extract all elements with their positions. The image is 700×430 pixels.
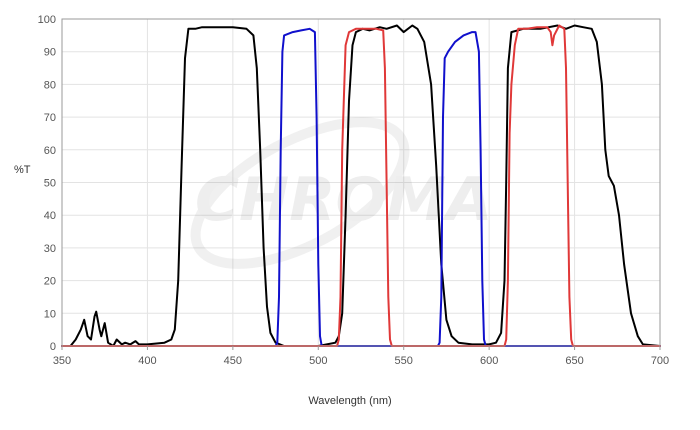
y-tick-label: 80: [44, 79, 56, 91]
x-tick-label: 700: [651, 355, 669, 367]
x-tick-labels: 350 400 450 500 550 600 650 700: [53, 346, 669, 367]
y-tick-label: 90: [44, 47, 56, 59]
svg-text:CHROMA: CHROMA: [195, 165, 493, 235]
y-tick-label: 20: [44, 276, 56, 288]
y-tick-label: 70: [44, 112, 56, 124]
y-tick-label: 40: [44, 210, 56, 222]
y-tick-label: 50: [44, 178, 56, 190]
y-tick-label: 30: [44, 243, 56, 255]
y-tick-label: 60: [44, 145, 56, 157]
y-tick-label: 100: [38, 14, 56, 26]
y-axis-label: %T: [14, 164, 31, 176]
plot-frame: [61, 18, 661, 347]
x-tick-label: 550: [395, 355, 413, 367]
x-tick-label: 400: [138, 355, 156, 367]
series-line-1: [61, 24, 661, 347]
y-tick-label: 10: [44, 308, 56, 320]
x-tick-label: 650: [565, 355, 583, 367]
y-tick-labels: 0 10 20 30 40 50 60 70 80 90 100: [38, 14, 56, 353]
x-tick-label: 500: [309, 355, 327, 367]
series-line-3: [61, 24, 661, 347]
x-tick-label: 350: [53, 355, 71, 367]
x-axis-label: Wavelength (nm): [308, 395, 391, 407]
y-tick-label: 0: [50, 341, 56, 353]
x-tick-label: 600: [480, 355, 498, 367]
x-tick-label: 450: [224, 355, 242, 367]
